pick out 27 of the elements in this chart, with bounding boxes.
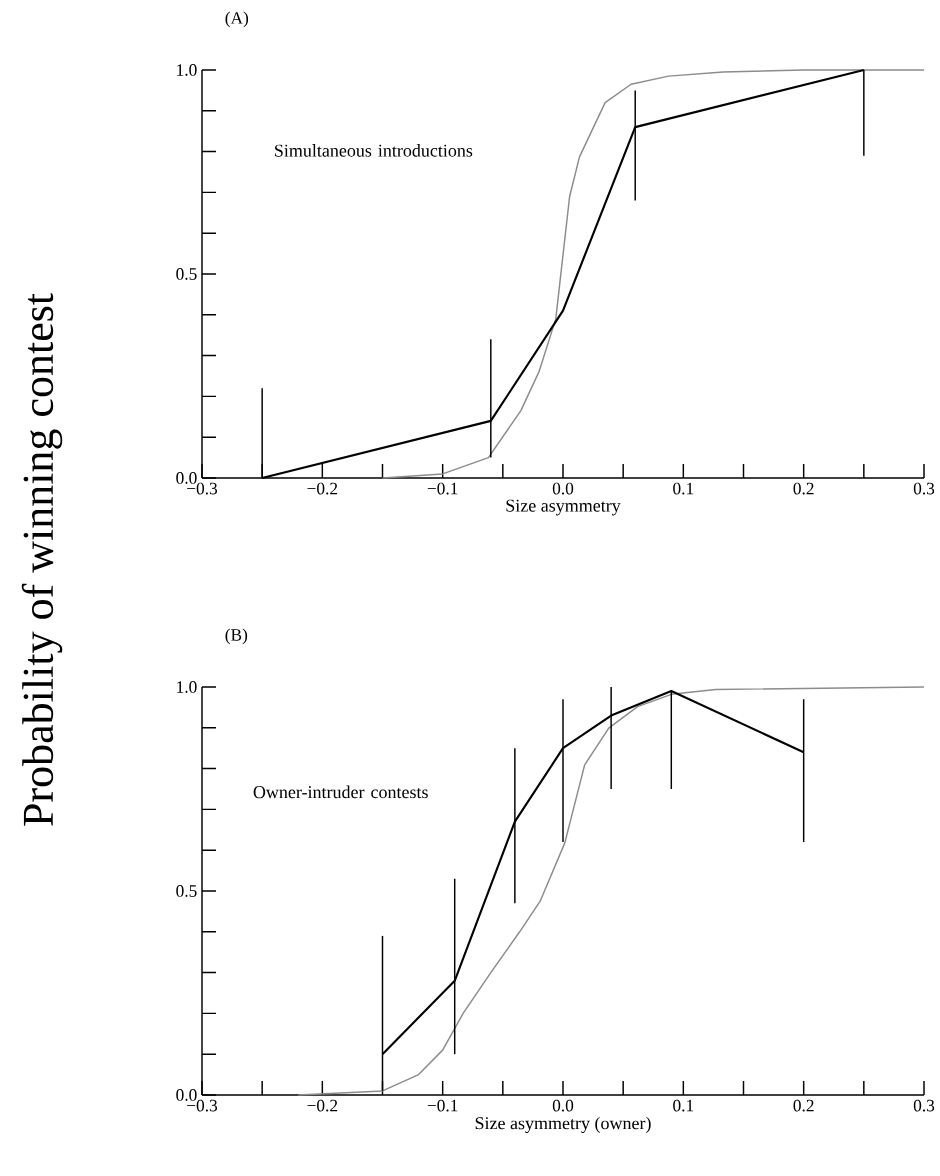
x-tick-label: 0.1: [673, 1099, 694, 1112]
x-tick-label: 0.1: [673, 482, 694, 495]
x-tick-label: 0.0: [552, 482, 574, 495]
x-tick-label: 0.3: [913, 1099, 935, 1112]
y-tick-label: 0.5: [176, 268, 197, 280]
chart-title: (A): [225, 11, 249, 28]
x-tick-label: −0.2: [307, 482, 338, 495]
x-tick-label: 0.3: [913, 482, 935, 495]
y-axis-title: Probability of winning contest: [21, 293, 63, 826]
y-tick-label: 1.0: [177, 64, 197, 76]
y-tick-label: 0.0: [176, 1089, 197, 1101]
x-axis-title: Size asymmetry (owner): [475, 1116, 651, 1134]
chart-title: (B): [225, 628, 248, 645]
annotation: Simultaneous introductions: [275, 144, 473, 157]
x-tick-label: −0.2: [307, 1099, 338, 1112]
x-tick-label: −0.3: [187, 482, 218, 495]
y-tick-label: 0.5: [176, 885, 197, 897]
x-tick-label: 0.2: [793, 1099, 814, 1112]
x-tick-label: −0.1: [427, 482, 458, 495]
x-tick-label: 0.2: [793, 482, 814, 495]
y-tick-label: 1.0: [177, 681, 197, 693]
y-tick-label: 0.0: [176, 472, 197, 484]
annotation: Owner-intruder contests: [253, 785, 428, 799]
x-axis-title: Size asymmetry: [506, 499, 621, 516]
x-tick-label: 0.0: [552, 1099, 574, 1112]
x-tick-label: −0.1: [427, 1099, 458, 1112]
x-tick-label: −0.3: [187, 1099, 218, 1112]
